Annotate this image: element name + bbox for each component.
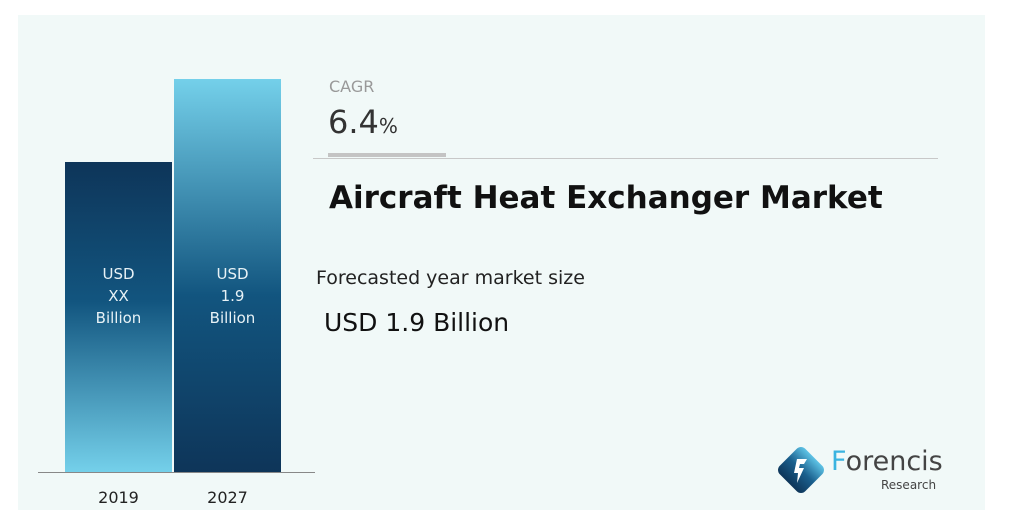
cagr-value: 6.4% [328, 103, 398, 141]
logo-icon [778, 447, 824, 493]
forecast-label: Forecasted year market size [316, 267, 585, 289]
bar-2019 [65, 161, 172, 472]
logo-sub: Research [881, 478, 937, 492]
cagr-underline [328, 153, 446, 157]
x-tick-label: 2027 [207, 488, 248, 507]
x-tick-label: 2019 [98, 488, 139, 507]
forencis-logo: Forencis Research [773, 447, 963, 497]
divider [313, 158, 938, 159]
bar-label-line: 1.9 [220, 287, 245, 305]
bar-label-2019: USD XX Billion [65, 263, 172, 329]
page-title: Aircraft Heat Exchanger Market [329, 180, 883, 216]
x-axis-line [38, 472, 315, 473]
bar-2027 [174, 79, 281, 472]
logo-name: Forencis [831, 446, 943, 477]
cagr-unit: % [378, 114, 398, 138]
forecast-value: USD 1.9 Billion [324, 308, 510, 337]
cagr-number: 6.4 [328, 103, 379, 141]
bar-label-line: XX [108, 287, 129, 305]
bar-label-2027: USD 1.9 Billion [179, 263, 286, 329]
bar-label-line: Billion [95, 309, 142, 327]
bar-label-line: Billion [209, 309, 256, 327]
bar-label-line: USD [102, 265, 135, 283]
bar-label-line: USD [216, 265, 249, 283]
cagr-label: CAGR [329, 77, 375, 96]
